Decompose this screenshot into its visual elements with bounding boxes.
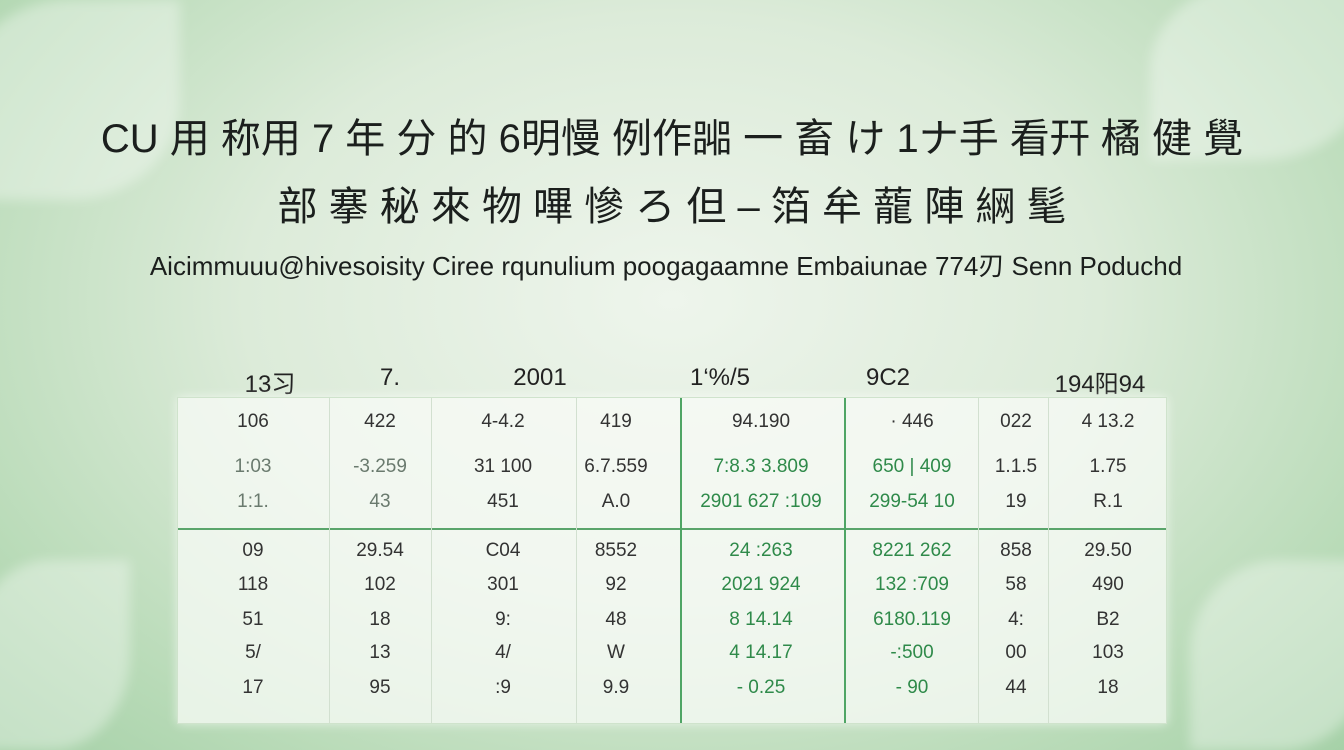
table-cell: 00 xyxy=(1005,642,1027,663)
table-cell: 422 xyxy=(364,411,396,432)
table-cell: 44 xyxy=(1005,677,1027,698)
table-cell: 13 xyxy=(369,642,391,663)
table-cell: 18 xyxy=(369,609,391,630)
table-cell: C04 xyxy=(485,540,521,561)
table-cell: 24 :263 xyxy=(729,540,793,561)
table-cell: 58 xyxy=(1005,574,1027,595)
table-cell: :9 xyxy=(495,677,511,698)
table-cell: 9.9 xyxy=(602,677,630,698)
column-divider xyxy=(329,398,330,723)
table-cell: 6180.119 xyxy=(873,609,951,630)
table-cell: 7:8.3 3.809 xyxy=(713,456,809,477)
column-divider xyxy=(680,398,682,723)
title-line-2: 部 搴 秘 來 物 嗶 慘 ろ 但 – 箔 牟 蘢 陣 䋞 髦 xyxy=(277,185,1067,229)
column-divider xyxy=(576,398,577,723)
table-cell: R.1 xyxy=(1093,491,1123,512)
table-cell: 858 xyxy=(1000,540,1032,561)
column-header: 7. xyxy=(379,364,401,391)
table-cell: - 0.25 xyxy=(736,677,786,698)
table-cell: 132 :709 xyxy=(875,574,949,595)
table-cell: 103 xyxy=(1092,642,1124,663)
column-divider xyxy=(431,398,432,723)
table-cell: B2 xyxy=(1096,609,1120,630)
flower-decoration xyxy=(1150,0,1344,160)
table-cell: 1.1.5 xyxy=(994,456,1038,477)
table-cell: 1.75 xyxy=(1089,456,1127,477)
table-cell: 2021 924 xyxy=(721,574,801,595)
table-cell: 29.50 xyxy=(1084,540,1132,561)
table-cell: 6.7.559 xyxy=(584,456,648,477)
column-divider xyxy=(978,398,979,723)
table-cell: 299-54 10 xyxy=(869,491,955,512)
table-cell: 94.190 xyxy=(731,411,791,432)
table-cell: 106 xyxy=(237,411,269,432)
table-cell: 48 xyxy=(605,609,627,630)
table-cell: 022 xyxy=(1000,411,1032,432)
flower-decoration xyxy=(0,0,180,200)
table-cell: 8 14.14 xyxy=(729,609,793,630)
title-line-1: СU 用 称用 7 年 分 的 6明慢 例作嘂 一 畜 け 1ナ手 看幵 橘 健… xyxy=(100,117,1244,161)
table-cell: 4: xyxy=(1008,609,1024,630)
table-cell: 29.54 xyxy=(356,540,404,561)
table-cell: -3.259 xyxy=(353,456,407,477)
data-table: 106 422 4-4.2 419 94.190 · 446 022 4 13.2 1:03 -3… xyxy=(177,397,1167,724)
column-divider xyxy=(1048,398,1049,723)
table-cell: 09 xyxy=(242,540,264,561)
column-header: 9C2 xyxy=(865,364,911,391)
table-cell: -:500 xyxy=(890,642,934,663)
table-cell: 2901 627 :109 xyxy=(700,491,822,512)
table-cell: 95 xyxy=(369,677,391,698)
table-cell: 419 xyxy=(600,411,632,432)
table-cell: 301 xyxy=(487,574,519,595)
table-cell: 102 xyxy=(364,574,396,595)
table-cell: 118 xyxy=(237,574,269,595)
table-cell: W xyxy=(607,642,625,663)
table-cell: 4 13.2 xyxy=(1081,411,1135,432)
table-cell: 5/ xyxy=(245,642,261,663)
column-header: 194阳94 xyxy=(1054,371,1146,398)
flower-decoration xyxy=(0,560,130,750)
table-cell: 43 xyxy=(369,491,391,512)
subtitle: Aicimmuuu@hivesoisity Ciree rqunulium po… xyxy=(149,251,1183,281)
table-cell: A.0 xyxy=(601,491,631,512)
table-cell: · 446 xyxy=(890,411,934,432)
table-cell: 8552 xyxy=(594,540,638,561)
column-header: 2001 xyxy=(513,364,567,391)
column-header: 13习 xyxy=(244,371,296,398)
table-cell: 4-4.2 xyxy=(481,411,525,432)
table-cell: 31 100 xyxy=(473,456,533,477)
table-cell: 1:1. xyxy=(237,491,269,512)
table-cell: - 90 xyxy=(895,677,929,698)
table-cell: 92 xyxy=(605,574,627,595)
column-header: 1‘%/5 xyxy=(689,364,751,391)
flower-decoration xyxy=(1190,560,1344,750)
column-divider xyxy=(844,398,846,723)
section-divider xyxy=(178,528,1166,530)
table-cell: 51 xyxy=(242,609,264,630)
table-cell: 19 xyxy=(1005,491,1027,512)
table-cell: 17 xyxy=(242,677,264,698)
table-cell: 650 | 409 xyxy=(872,456,952,477)
table-cell: 18 xyxy=(1097,677,1119,698)
table-cell: 4 14.17 xyxy=(729,642,793,663)
table-cell: 9: xyxy=(495,609,511,630)
table-cell: 4/ xyxy=(495,642,511,663)
table-cell: 1:03 xyxy=(234,456,272,477)
table-cell: 490 xyxy=(1092,574,1124,595)
table-cell: 451 xyxy=(487,491,519,512)
table-cell: 8221 262 xyxy=(872,540,952,561)
